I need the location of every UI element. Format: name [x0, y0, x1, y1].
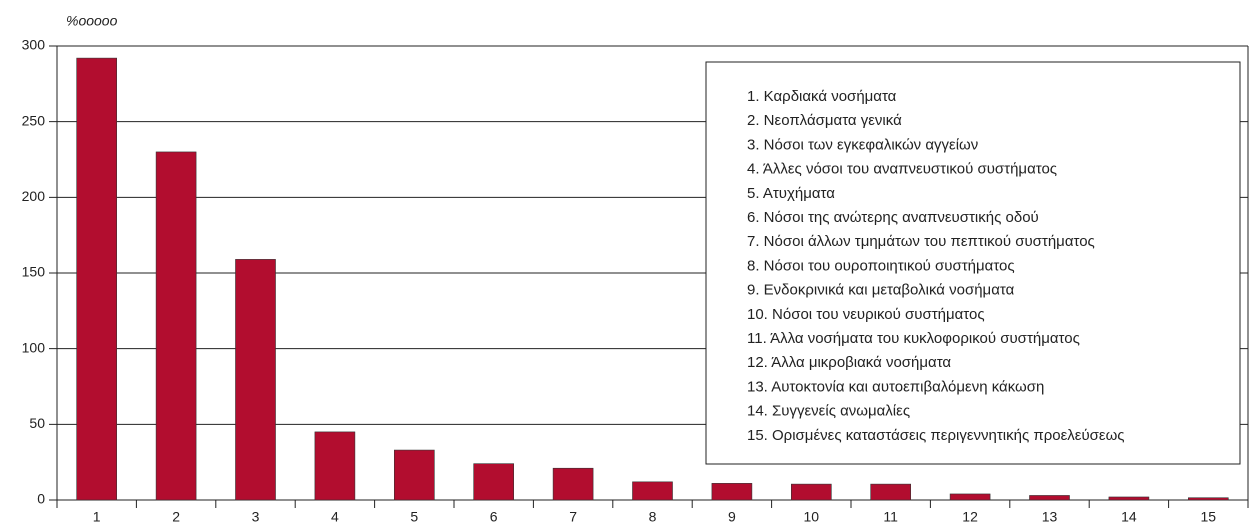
- legend-item: 4. Άλλες νόσοι του αναπνευστικού συστήμα…: [747, 161, 1057, 178]
- legend-box: [705, 61, 1241, 465]
- y-axis-label: %ooooo: [66, 13, 118, 29]
- x-tick-label: 8: [649, 509, 657, 525]
- legend-item: 6. Νόσοι της ανώτερης αναπνευστικής οδού: [747, 209, 1039, 226]
- y-tick-label: 150: [22, 264, 46, 280]
- bar: [393, 449, 435, 501]
- bar: [632, 481, 673, 501]
- bar: [711, 483, 753, 501]
- bar: [870, 483, 912, 501]
- y-tick-label: 200: [22, 188, 46, 204]
- bar: [473, 463, 515, 501]
- legend-item: 8. Νόσοι του ουροποιητικού συστήματος: [747, 257, 1015, 274]
- x-tick-label: 13: [1042, 509, 1058, 525]
- x-tick-label: 2: [172, 509, 180, 525]
- bar: [790, 483, 832, 501]
- legend-item: 10. Νόσοι του νευρικού συστήματος: [747, 306, 985, 323]
- bar: [949, 493, 991, 501]
- x-tick-label: 9: [728, 509, 736, 525]
- y-tick-label: 100: [22, 339, 46, 355]
- legend-item: 15. Ορισμένες καταστάσεις περιγεννητικής…: [747, 427, 1125, 444]
- legend-item: 11. Άλλα νοσήματα του κυκλοφορικού συστή…: [747, 330, 1080, 347]
- bar: [235, 259, 276, 501]
- x-tick-label: 5: [410, 509, 418, 525]
- legend-item: 7. Νόσοι άλλων τμημάτων του πεπτικού συσ…: [747, 233, 1095, 250]
- bar: [1188, 497, 1229, 501]
- bar: [1029, 495, 1070, 501]
- legend-item: 9. Ενδοκρινικά και μεταβολικά νοσήματα: [747, 282, 1015, 299]
- bar: [155, 151, 197, 501]
- legend-item: 3. Νόσοι των εγκεφαλικών αγγείων: [747, 136, 978, 153]
- bar: [314, 431, 356, 501]
- x-tick-label: 7: [569, 509, 577, 525]
- legend-item: 14. Συγγενείς ανωμαλίες: [747, 403, 910, 420]
- legend-item: 1. Καρδιακά νοσήματα: [747, 88, 897, 105]
- legend-item: 5. Ατυχήματα: [747, 185, 835, 202]
- x-tick-label: 6: [490, 509, 498, 525]
- legend: 1. Καρδιακά νοσήματα 2. Νεοπλάσματα γενικ…: [705, 61, 1241, 465]
- legend-item: 12. Άλλα μικροβιακά νοσήματα: [747, 354, 951, 371]
- bar: [1108, 496, 1150, 501]
- x-tick-label: 11: [883, 509, 898, 525]
- bar: [552, 467, 594, 501]
- x-tick-label: 14: [1121, 509, 1137, 525]
- x-tick-label: 4: [331, 509, 339, 525]
- legend-item: 2. Νεοπλάσματα γενικά: [747, 112, 902, 129]
- x-tick-label: 1: [93, 509, 101, 525]
- x-tick-label: 12: [962, 509, 978, 525]
- x-tick-label: 10: [804, 509, 820, 525]
- y-tick-label: 50: [29, 415, 45, 431]
- y-tick-label: 250: [22, 112, 46, 128]
- x-tick-label: 3: [252, 509, 260, 525]
- y-tick-label: 0: [37, 491, 45, 507]
- bar: [76, 57, 117, 501]
- legend-item: 13. Αυτοκτονία και αυτοεπιβαλόμενη κάκωσ…: [747, 378, 1044, 395]
- x-tick-label: 15: [1201, 509, 1217, 525]
- y-tick-label: 300: [22, 37, 46, 53]
